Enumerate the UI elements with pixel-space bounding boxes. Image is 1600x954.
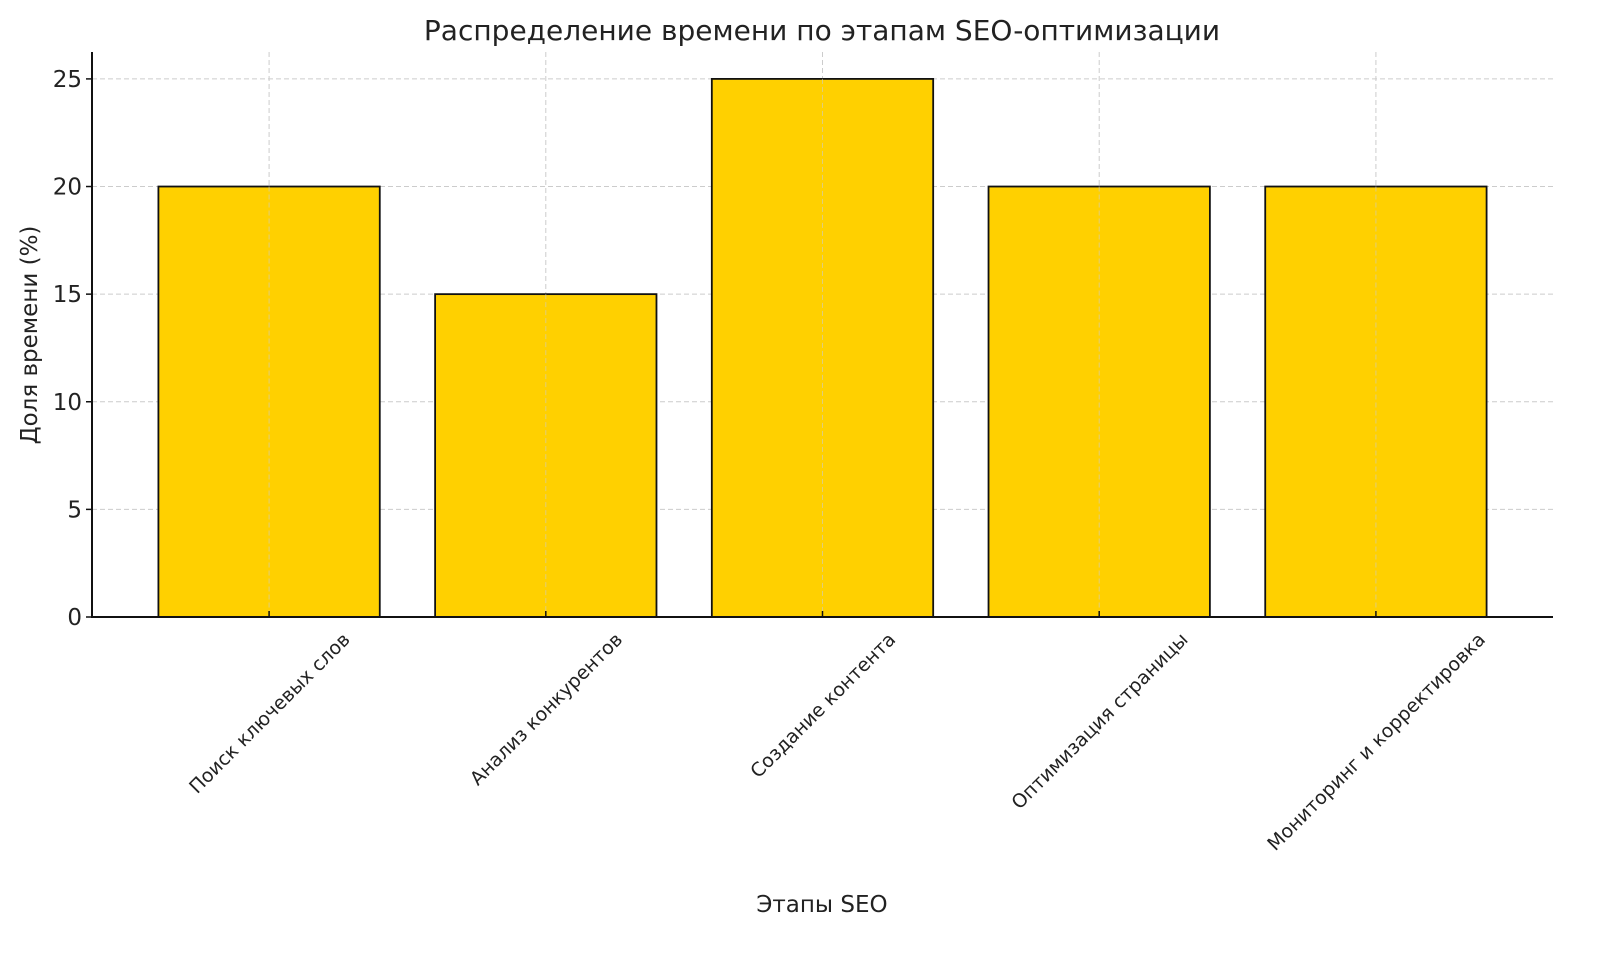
x-axis-label: Этапы SEO: [756, 892, 887, 918]
y-tick-label: 15: [53, 282, 82, 308]
chart-title: Распределение времени по этапам SEO-опти…: [424, 14, 1220, 47]
bar: [987, 185, 1211, 618]
y-ticks: 0 5 10 15 20 25: [53, 67, 92, 631]
y-tick-label: 10: [53, 390, 82, 416]
y-axis-label: Доля времени (%): [17, 226, 43, 445]
bar: [1264, 185, 1488, 618]
x-tick-label: Мониторинг и корректировка: [1263, 629, 1490, 856]
bars: [157, 78, 1488, 618]
bar: [157, 185, 381, 618]
x-tick-label: Создание контента: [746, 629, 900, 783]
x-ticks: Поиск ключевых слов Анализ конкурентов Соз…: [185, 611, 1490, 855]
x-tick-label: Оптимизация страницы: [1007, 629, 1192, 814]
y-tick-label: 20: [53, 175, 82, 201]
y-tick-label: 5: [67, 497, 82, 523]
x-tick-label: Поиск ключевых слов: [185, 629, 354, 798]
y-tick-label: 25: [53, 67, 82, 93]
y-tick-label: 0: [67, 605, 82, 631]
x-tick-label: Анализ конкурентов: [466, 629, 627, 790]
